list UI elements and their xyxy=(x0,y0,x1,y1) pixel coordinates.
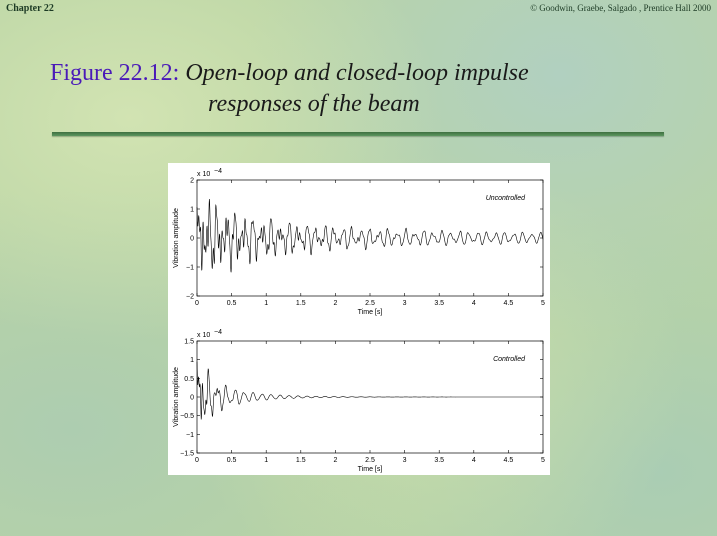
x-tick-label: 3.5 xyxy=(434,300,444,307)
y-axis-label: Vibration amplitude xyxy=(173,367,180,427)
y-tick-label: −1 xyxy=(186,265,194,272)
signal-line-2 xyxy=(196,361,543,420)
x-tick-label: 4 xyxy=(472,300,476,307)
y-tick-label: 1 xyxy=(190,207,194,214)
x-tick-label: 1.5 xyxy=(296,300,306,307)
x-tick-label: 0.5 xyxy=(227,457,237,464)
y-tick-label: −1.5 xyxy=(180,451,194,458)
signal-line-1 xyxy=(196,198,544,273)
legend-label: Uncontrolled xyxy=(486,195,526,202)
y-axis-label: Vibration amplitude xyxy=(173,208,180,268)
x-tick-label: 4 xyxy=(472,457,476,464)
x-tick-label: 5 xyxy=(541,457,545,464)
chart-panel-2: 0 0.5 1 1.5 2 2.5 3 3.5 4 4.5 5−1.5−1−0.500.511.5x… xyxy=(173,329,545,473)
y-tick-label: 0.5 xyxy=(184,376,194,383)
x-tick-label: 3 xyxy=(403,300,407,307)
x-tick-label: 3 xyxy=(403,457,407,464)
figure-caption-line-2: responses of the beam xyxy=(208,91,420,117)
x-tick-label: 2 xyxy=(333,457,337,464)
slide-title: Figure 22.12: Open-loop and closed-loop … xyxy=(50,58,670,120)
y-tick-label: 1 xyxy=(190,357,194,364)
x-tick-label: 4.5 xyxy=(504,300,514,307)
y-exponent-power: −4 xyxy=(214,329,222,336)
y-tick-label: −1 xyxy=(186,432,194,439)
x-tick-label: 5 xyxy=(541,300,545,307)
y-tick-label: 0 xyxy=(190,236,194,243)
x-axis-label: Time [s] xyxy=(358,309,383,316)
x-tick-label: 0 xyxy=(195,457,199,464)
y-exponent-power: −4 xyxy=(214,168,222,175)
legend-label: Controlled xyxy=(493,356,526,363)
x-tick-label: 2 xyxy=(333,300,337,307)
y-tick-label: 2 xyxy=(190,178,194,185)
x-tick-label: 0.5 xyxy=(227,300,237,307)
x-tick-label: 0 xyxy=(195,300,199,307)
y-tick-label: 1.5 xyxy=(184,339,194,346)
x-tick-label: 4.5 xyxy=(504,457,514,464)
x-tick-label: 2.5 xyxy=(365,300,375,307)
y-tick-label: 0 xyxy=(190,395,194,402)
x-axis-label: Time [s] xyxy=(358,466,383,473)
x-tick-label: 1.5 xyxy=(296,457,306,464)
chapter-label: Chapter 22 xyxy=(6,3,54,14)
x-tick-label: 2.5 xyxy=(365,457,375,464)
copyright-notice: © Goodwin, Graebe, Salgado , Prentice Ha… xyxy=(530,3,711,13)
y-tick-label: −2 xyxy=(186,294,194,301)
x-tick-label: 3.5 xyxy=(434,457,444,464)
title-divider xyxy=(52,132,664,136)
figure-caption-line-1: Open-loop and closed-loop impulse xyxy=(185,60,529,86)
figure-number: Figure 22.12: xyxy=(50,60,180,86)
y-tick-label: −0.5 xyxy=(180,413,194,420)
y-exponent-label: x 10 xyxy=(197,332,210,339)
y-exponent-label: x 10 xyxy=(197,171,210,178)
x-tick-label: 1 xyxy=(264,300,268,307)
figure-panel: 0 0.5 1 1.5 2 2.5 3 3.5 4 4.5 5 −2 −1 0 1 2 x 10 −4 Time [… xyxy=(168,163,550,475)
x-tick-label: 1 xyxy=(264,457,268,464)
